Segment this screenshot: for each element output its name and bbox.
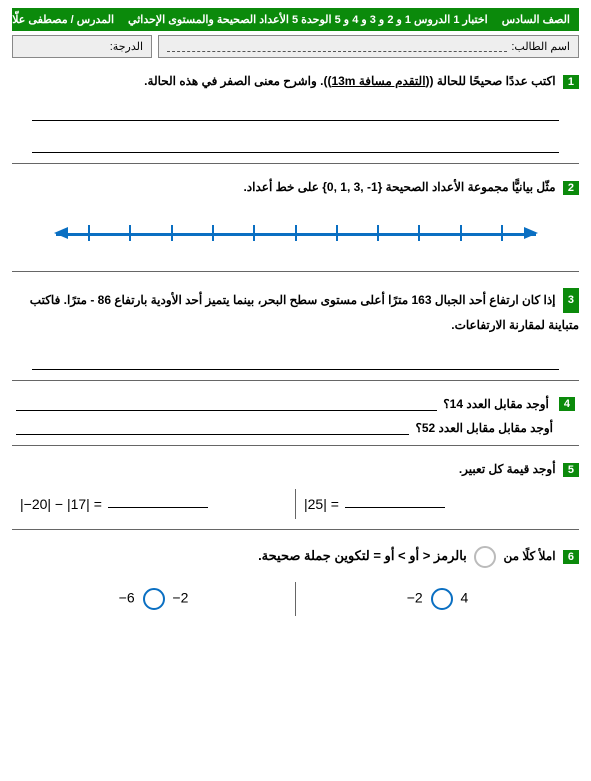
question-3: 3 إذا كان ارتفاع أحد الجبال 163 مترًا أع… [12,288,579,382]
question-2: 2 مثّل بيانيًّا مجموعة الأعداد الصحيحة {… [12,180,579,272]
question-4-line-1: 4 أوجد مقابل العدد 14؟ [16,397,575,411]
student-name-box: اسم الطالب: [158,35,579,58]
number-line-tick [460,225,462,241]
answer-line [32,352,559,370]
pair-b-right: −2 [172,590,188,606]
answer-line [16,421,409,435]
number-line [56,213,536,253]
expr-right-cell: |−20| − |17| = [12,489,296,519]
question-3-number: 3 [563,288,579,313]
question-5-number: 5 [563,463,579,477]
answer-line [108,500,208,508]
question-2-number: 2 [563,181,579,195]
expr-left: |25| = [304,496,339,512]
question-5-expressions: |25| = |−20| − |17| = [12,489,579,519]
number-line-tick [336,225,338,241]
expr-left-cell: |25| = [296,489,579,519]
number-line-tick [253,225,255,241]
question-4-text-2: أوجد مقابل مقابل العدد 52؟ [415,421,553,435]
pair-a-left: −2 [407,590,423,606]
answer-line [345,500,445,508]
question-5: 5 أوجد قيمة كل تعبير. |25| = |−20| − |17… [12,462,579,530]
compare-pair-a: −2 4 [296,582,579,616]
number-line-tick [295,225,297,241]
student-name-line [167,42,507,52]
question-4: 4 أوجد مقابل العدد 14؟ أوجد مقابل مقابل … [12,397,579,446]
compare-circle-icon [143,588,165,610]
number-line-tick [88,225,90,241]
question-3-text: إذا كان ارتفاع أحد الجبال 163 مترًا أعلى… [30,293,579,332]
question-6-pairs: −2 4 −6 −2 [12,582,579,616]
question-4-line-2: أوجد مقابل مقابل العدد 52؟ [16,421,553,435]
question-6-text: املأ كلًا من بالرمز < أو > أو = لتكوين ج… [258,549,555,563]
student-info-row: اسم الطالب: الدرجة: [12,35,579,58]
number-line-tick [418,225,420,241]
grade-label: الصف السادس [502,13,570,26]
question-6-number: 6 [563,550,579,564]
expr-right: |−20| − |17| = [20,496,102,512]
number-line-tick [212,225,214,241]
pair-b-left: −6 [119,590,135,606]
question-1: 1 اكتب عددًا صحيحًا للحالة ((التقدم مساف… [12,74,579,164]
student-name-label: اسم الطالب: [511,40,570,53]
compare-pair-b: −6 −2 [12,582,296,616]
answer-line [32,135,559,153]
pair-a-right: 4 [460,590,468,606]
answer-line [16,397,437,411]
worksheet-header: الصف السادس اختبار 1 الدروس 1 و 2 و 3 و … [12,8,579,31]
test-title: اختبار 1 الدروس 1 و 2 و 3 و 4 و 5 الوحدة… [128,13,488,26]
question-6: 6 املأ كلًا من بالرمز < أو > أو = لتكوين… [12,546,579,626]
question-1-number: 1 [563,75,579,89]
number-line-tick [129,225,131,241]
number-line-arrow-left [54,227,68,239]
number-line-tick [501,225,503,241]
circle-placeholder-icon [474,546,496,568]
question-4-text-1: أوجد مقابل العدد 14؟ [443,397,549,411]
question-4-number: 4 [559,397,575,411]
score-box: الدرجة: [12,35,152,58]
compare-circle-icon [431,588,453,610]
number-line-arrow-right [524,227,538,239]
question-5-text: أوجد قيمة كل تعبير. [459,462,556,476]
question-2-text: مثّل بيانيًّا مجموعة الأعداد الصحيحة {1-… [243,180,555,194]
question-1-text: اكتب عددًا صحيحًا للحالة ((التقدم مسافة … [144,74,555,88]
teacher-name: المدرس / مصطفى علّام [5,13,114,26]
number-line-tick [377,225,379,241]
answer-line [32,103,559,121]
score-label: الدرجة: [110,40,143,53]
number-line-tick [171,225,173,241]
